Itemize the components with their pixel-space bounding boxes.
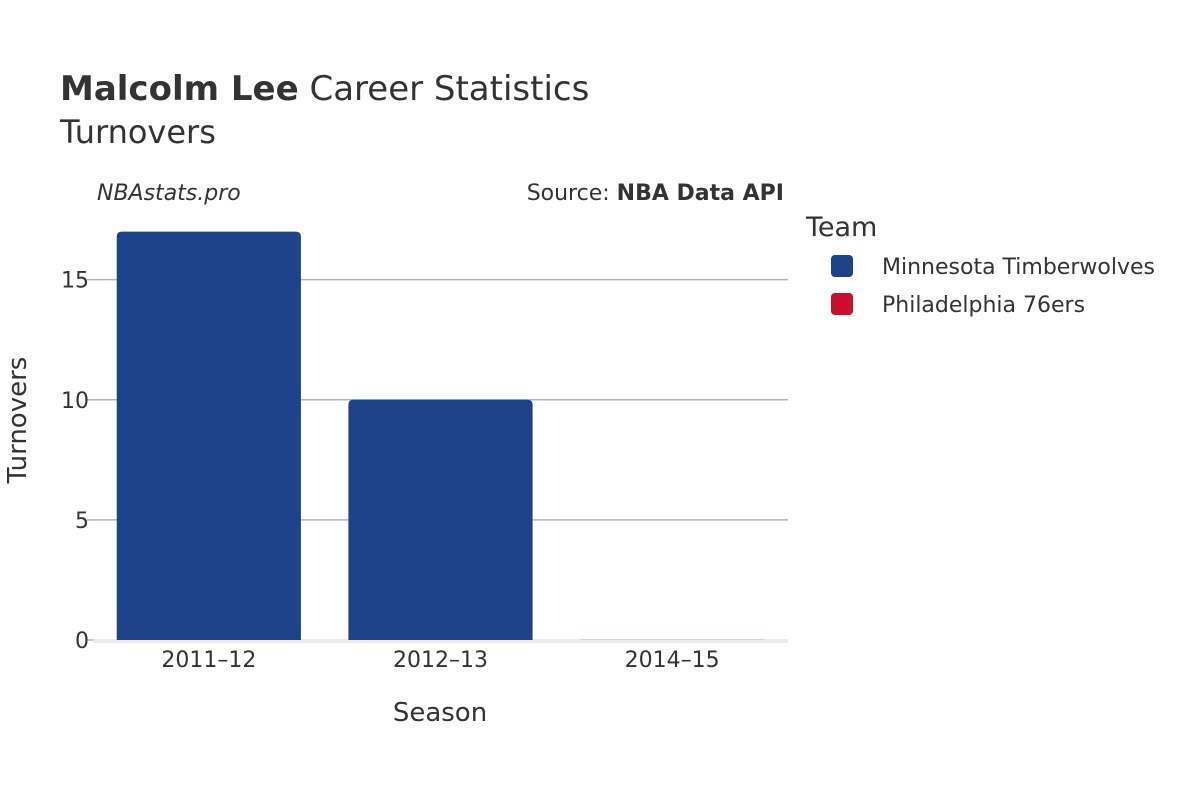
- zero-baseline: [93, 639, 788, 643]
- y-axis-title: Turnovers: [3, 357, 33, 485]
- player-name: Malcolm Lee: [60, 69, 299, 109]
- legend-label-minnesota-timberwolves: Minnesota Timberwolves: [882, 255, 1155, 280]
- y-tick-label-15: 15: [61, 269, 89, 294]
- legend-label-philadelphia-76ers: Philadelphia 76ers: [882, 293, 1085, 318]
- legend-item-philadelphia-76ers[interactable]: Philadelphia 76ers: [831, 293, 1085, 318]
- source-credit: Source: NBA Data API: [527, 181, 784, 206]
- bar-minnesota-timberwolves-2011-12[interactable]: [116, 231, 301, 640]
- bars: [116, 231, 765, 640]
- bar-philadelphia-76ers-2014-15[interactable]: [580, 639, 765, 640]
- y-tick-label-5: 5: [75, 509, 89, 534]
- chart-subtitle: Turnovers: [60, 113, 216, 151]
- legend: Team Minnesota Timberwolves Philadelphia…: [805, 212, 1155, 318]
- y-tick-label-10: 10: [61, 389, 89, 414]
- legend-swatch-minnesota-timberwolves: [831, 255, 853, 277]
- x-axis-ticks: 2011–12 2012–13 2014–15: [161, 648, 719, 673]
- chart-title: Malcolm Lee Career Statistics: [60, 68, 589, 110]
- legend-item-minnesota-timberwolves[interactable]: Minnesota Timberwolves: [831, 255, 1155, 280]
- y-tick-label-0: 0: [75, 629, 89, 654]
- legend-title: Team: [805, 212, 877, 243]
- title-rest: Career Statistics: [309, 69, 590, 109]
- watermark: NBAstats.pro: [97, 181, 241, 206]
- legend-swatch-philadelphia-76ers: [831, 293, 853, 315]
- x-axis-title: Season: [393, 698, 487, 728]
- x-tick-label-2014-15: 2014–15: [625, 648, 720, 673]
- x-tick-label-2011-12: 2011–12: [161, 648, 256, 673]
- chart-title-block: Malcolm Lee Career Statistics Turnovers: [60, 68, 589, 154]
- source-name: NBA Data API: [617, 181, 784, 206]
- source-prefix: Source:: [527, 181, 617, 206]
- bar-minnesota-timberwolves-2012-13[interactable]: [348, 399, 533, 640]
- x-tick-label-2012-13: 2012–13: [393, 648, 488, 673]
- y-axis-ticks: 0 5 10 15: [61, 269, 93, 654]
